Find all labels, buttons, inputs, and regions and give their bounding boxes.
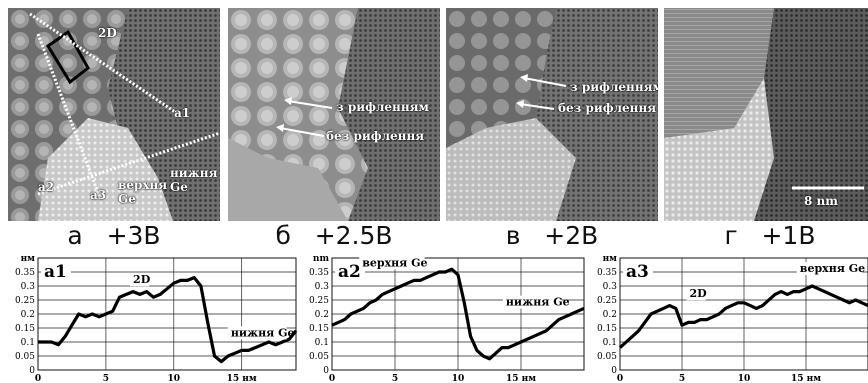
- annotation-bg: [796, 262, 863, 275]
- profile-label: a2: [338, 262, 361, 282]
- y-tick-label: 0.25: [309, 296, 329, 306]
- y-tick-label: 0.05: [597, 352, 617, 362]
- y-tick-label: 0.05: [309, 352, 329, 362]
- stm-panel-b: з рифленням без рифлення: [228, 8, 440, 221]
- profile-label-bg: [623, 261, 653, 281]
- y-tick-label: 0.2: [603, 310, 617, 320]
- stm-panel-a: 2D a1 a2 a3 верхня Ge нижня Ge: [8, 8, 220, 221]
- profile-label-bg: [335, 261, 365, 281]
- x-tick-label: 5: [679, 374, 685, 383]
- chart-annotation: верхня Ge: [800, 262, 865, 275]
- x-tick-label: 0: [35, 374, 41, 383]
- y-tick-label: 0.35: [309, 268, 329, 278]
- profile-label: a1: [44, 262, 67, 282]
- annotation-without-corrugation: без рифлення: [326, 129, 425, 143]
- annotation-without-corrugation: без рифлення: [558, 101, 657, 115]
- x-tick-label: 0: [329, 374, 335, 383]
- y-tick-label: 0.2: [315, 310, 329, 320]
- y-tick-label: 0.1: [21, 338, 35, 348]
- y-tick-label: nm: [313, 254, 330, 264]
- chart-annotation: нижня Ge: [231, 326, 295, 339]
- y-tick-label: нм: [603, 254, 618, 264]
- annotation-bg: [227, 326, 287, 340]
- y-tick-label: 0.25: [597, 296, 617, 306]
- y-tick-label: 0.1: [603, 338, 617, 348]
- y-tick-label: 0.15: [309, 324, 329, 334]
- y-tick-label: 0.35: [597, 268, 617, 278]
- chart-annotation: 2D: [689, 287, 707, 300]
- arrows-v: [516, 74, 567, 110]
- scale-bar-label: 8 nm: [804, 194, 838, 208]
- chart-annotation: нижня Ge: [506, 296, 570, 309]
- y-tick-label: 0: [323, 366, 329, 376]
- annotation-with-corrugation: з рифленням: [570, 80, 658, 94]
- plot-frame: [619, 257, 868, 371]
- profile-line: [38, 276, 298, 364]
- annotation-bg: [502, 295, 562, 309]
- y-tick-label: 0.2: [21, 310, 35, 320]
- stm-panel-g: 8 nm: [664, 8, 868, 221]
- annotation-lower-ge: нижня Ge: [170, 166, 218, 194]
- chart-annotation: верхня Ge: [362, 256, 427, 269]
- y-tick-label: 0.15: [597, 324, 617, 334]
- panel-caption-v: в +2В: [505, 221, 599, 250]
- plot-frame: [331, 257, 585, 371]
- y-tick-label: 0.3: [315, 282, 330, 292]
- annotation-bg: [130, 273, 150, 287]
- panel-caption-a: а +3В: [67, 221, 161, 250]
- y-tick-label: 0.15: [15, 324, 35, 334]
- annotation-a2: a2: [38, 180, 55, 194]
- arrows-b: [276, 97, 333, 137]
- x-tick-label: 0: [617, 374, 623, 383]
- profile-chart-a1: 0 0.05 0.1 0.15 0.2 0.25 0.3 0.35 нм 0 5 10 15 нм a1 2…: [0, 250, 300, 383]
- annotation-bg: [359, 256, 425, 270]
- x-tick-label: 10: [738, 374, 751, 383]
- x-tick-label: 15 нм: [227, 374, 257, 383]
- annotation-with-corrugation: з рифленням: [336, 100, 429, 114]
- x-tick-label: 5: [103, 374, 109, 383]
- y-tick-label: 0: [611, 366, 617, 376]
- annotation-upper-ge: верхня Ge: [118, 178, 168, 206]
- profile-chart-a2: 0 0.05 0.1 0.15 0.2 0.25 0.3 0.35 nm 0 5 10 15 нм a2 в…: [300, 250, 588, 383]
- stm-panel-v: з рифленням без рифлення: [446, 8, 658, 221]
- y-tick-label: 0.35: [15, 268, 35, 278]
- y-tick-label: 0.1: [315, 338, 329, 348]
- annotation-bg: [686, 287, 706, 301]
- y-tick-label: 0.3: [603, 282, 618, 292]
- profile-chart-a3: 0 0.05 0.1 0.15 0.2 0.25 0.3 0.35 нм 0 5 10 15 нм a3 2…: [588, 250, 868, 383]
- x-tick-label: 10: [168, 374, 181, 383]
- y-tick-label: 0: [29, 366, 35, 376]
- profile-label-bg: [41, 261, 71, 281]
- x-tick-label: 15 нм: [791, 374, 821, 383]
- y-tick-label: нм: [21, 254, 36, 264]
- plot-frame: [37, 257, 297, 371]
- profile-label: a3: [626, 262, 649, 282]
- y-tick-label: 0.05: [15, 352, 35, 362]
- y-tick-label: 0.3: [21, 282, 36, 292]
- panel-caption-b: б +2.5В: [275, 221, 393, 250]
- panel-caption-g: г +1В: [724, 221, 816, 250]
- x-tick-label: 10: [452, 374, 465, 383]
- annotation-a3: a3: [90, 188, 107, 202]
- x-tick-label: 15 нм: [506, 374, 536, 383]
- y-tick-label: 0.25: [15, 296, 35, 306]
- chart-annotation: 2D: [133, 273, 151, 286]
- annotation-a1: a1: [174, 106, 191, 120]
- annotation-2d: 2D: [98, 26, 117, 40]
- x-tick-label: 5: [392, 374, 398, 383]
